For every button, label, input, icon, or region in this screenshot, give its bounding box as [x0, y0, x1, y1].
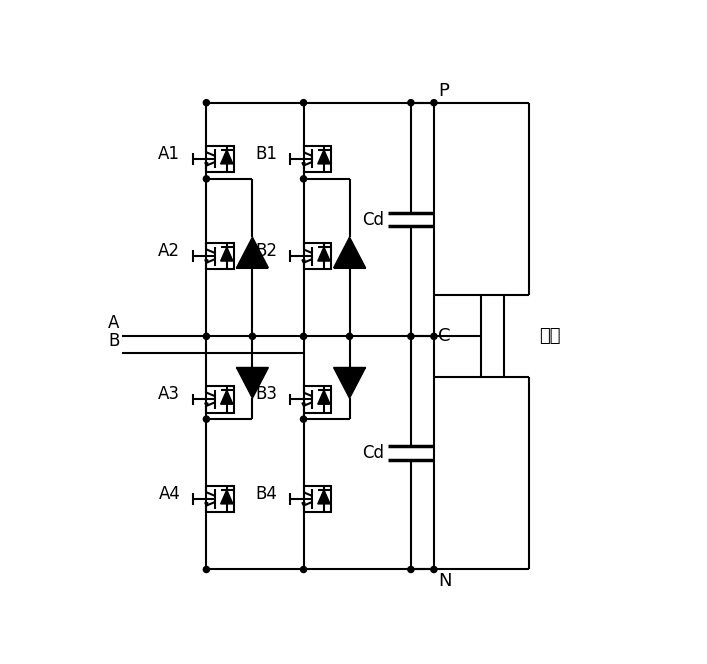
Polygon shape	[334, 368, 366, 398]
Circle shape	[204, 416, 209, 422]
Circle shape	[300, 416, 307, 422]
Polygon shape	[302, 163, 305, 166]
Text: A3: A3	[158, 385, 180, 404]
Bar	[206, 485, 234, 512]
Circle shape	[431, 100, 437, 106]
Bar	[206, 243, 234, 270]
Text: 负载: 负载	[539, 327, 561, 345]
Bar	[206, 145, 234, 172]
Polygon shape	[221, 390, 233, 404]
Circle shape	[204, 566, 209, 572]
Polygon shape	[317, 150, 330, 164]
Polygon shape	[205, 163, 208, 166]
Circle shape	[408, 100, 414, 106]
Polygon shape	[236, 368, 269, 398]
Polygon shape	[221, 490, 233, 504]
Text: B3: B3	[255, 385, 277, 404]
Bar	[303, 243, 332, 270]
Bar	[303, 145, 332, 172]
Bar	[481, 295, 504, 377]
Bar	[206, 386, 234, 412]
Text: Cd: Cd	[362, 444, 384, 462]
Circle shape	[250, 333, 255, 339]
Circle shape	[346, 333, 353, 339]
Circle shape	[408, 333, 414, 339]
Text: B1: B1	[255, 145, 277, 163]
Circle shape	[204, 100, 209, 106]
Circle shape	[431, 566, 437, 572]
Bar	[303, 485, 332, 512]
Circle shape	[204, 333, 209, 339]
Bar	[303, 386, 332, 412]
Polygon shape	[205, 260, 208, 263]
Text: B4: B4	[256, 485, 277, 503]
Circle shape	[204, 176, 209, 182]
Circle shape	[300, 176, 307, 182]
Circle shape	[300, 333, 307, 339]
Polygon shape	[317, 247, 330, 261]
Text: A: A	[108, 314, 119, 332]
Text: N: N	[438, 572, 452, 590]
Polygon shape	[334, 237, 366, 268]
Polygon shape	[236, 237, 269, 268]
Polygon shape	[221, 150, 233, 164]
Text: B: B	[108, 332, 119, 350]
Circle shape	[300, 566, 307, 572]
Text: A4: A4	[158, 485, 180, 503]
Text: C: C	[438, 327, 450, 345]
Polygon shape	[302, 260, 305, 263]
Text: A2: A2	[158, 242, 180, 260]
Circle shape	[408, 566, 414, 572]
Polygon shape	[302, 503, 305, 506]
Text: B2: B2	[255, 242, 277, 260]
Circle shape	[300, 100, 307, 106]
Text: A1: A1	[158, 145, 180, 163]
Polygon shape	[317, 490, 330, 504]
Polygon shape	[205, 403, 208, 406]
Polygon shape	[302, 403, 305, 406]
Polygon shape	[221, 247, 233, 261]
Polygon shape	[317, 390, 330, 404]
Text: Cd: Cd	[362, 210, 384, 228]
Text: P: P	[438, 82, 449, 100]
Circle shape	[431, 333, 437, 339]
Polygon shape	[205, 503, 208, 506]
